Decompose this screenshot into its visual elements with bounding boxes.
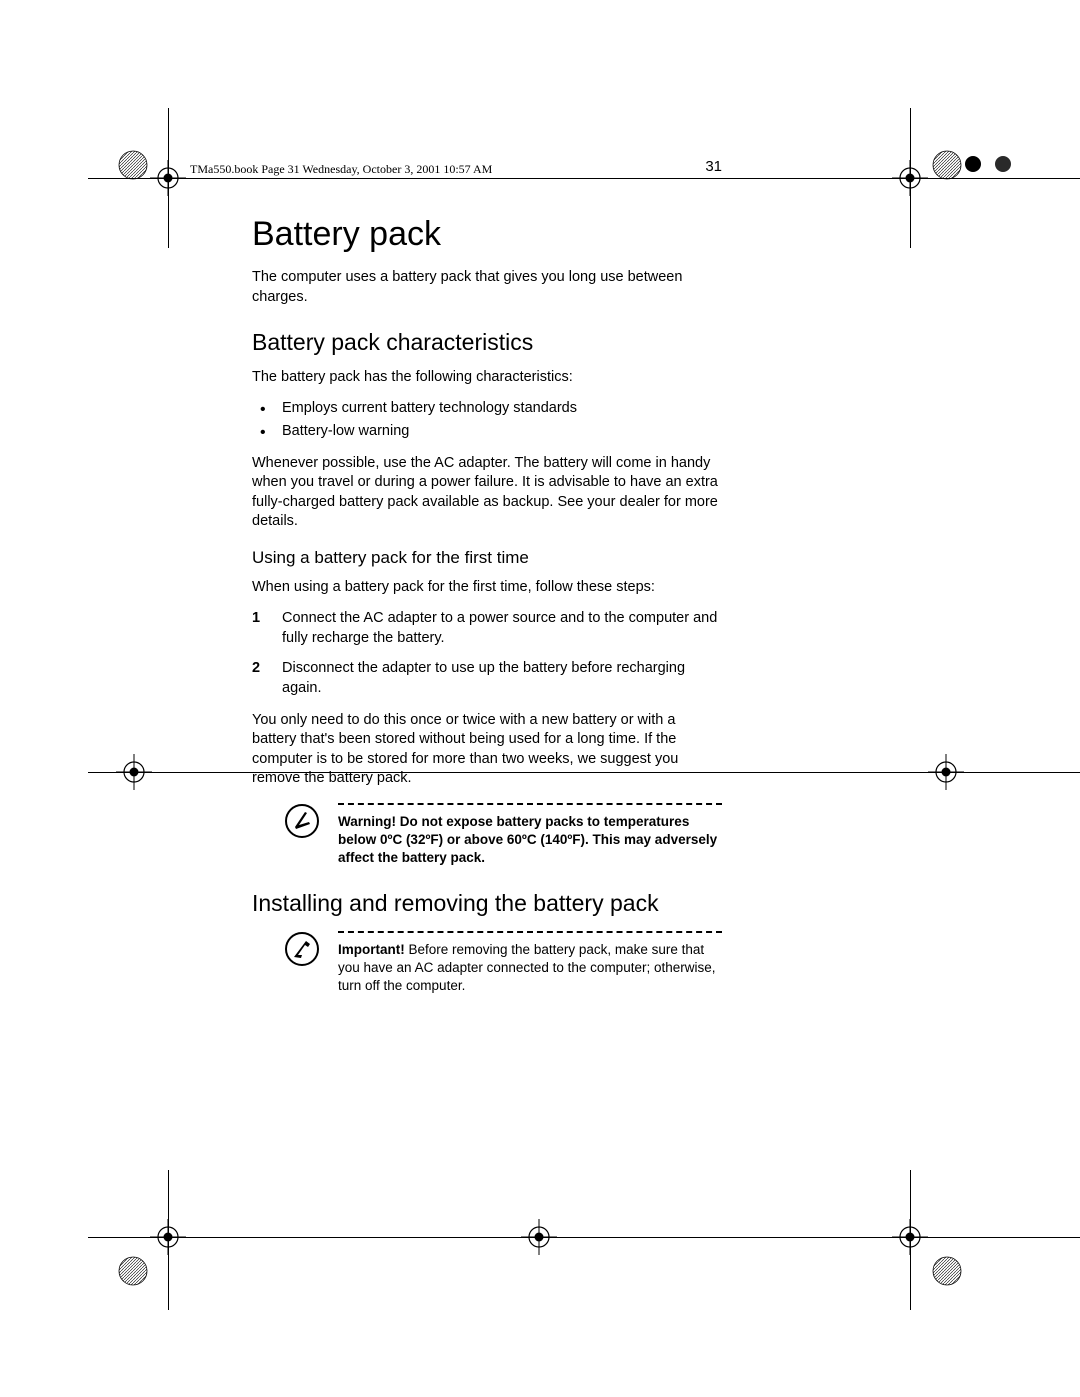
small-dot-icon [964,155,982,173]
callout-divider [338,803,722,805]
registration-mark-icon [150,1219,186,1255]
first-time-lead: When using a battery pack for the first … [252,578,722,598]
warning-callout: Warning! Do not expose battery packs to … [284,803,722,868]
first-time-after: You only need to do this once or twice w… [252,711,722,789]
characteristics-lead: The battery pack has the following chara… [252,368,722,388]
registration-mark-icon [892,1219,928,1255]
hatched-ball-icon [118,1256,148,1286]
first-time-steps: Connect the AC adapter to a power source… [252,608,722,699]
page-title: Battery pack [252,215,722,254]
important-text: Important! Before removing the battery p… [338,941,722,996]
list-item: Connect the AC adapter to a power source… [252,608,722,649]
subsection-heading-first-time: Using a battery pack for the first time [252,548,722,568]
list-item: Employs current battery technology stand… [252,398,722,419]
characteristics-list: Employs current battery technology stand… [252,398,722,442]
crop-rule-bot [88,1237,1080,1238]
intro-paragraph: The computer uses a battery pack that gi… [252,268,722,307]
warning-icon [284,803,320,839]
hatched-ball-icon [932,150,962,180]
registration-mark-icon [116,754,152,790]
warning-text: Warning! Do not expose battery packs to … [338,813,722,868]
registration-mark-icon [150,160,186,196]
registration-mark-icon [521,1219,557,1255]
section-heading-characteristics: Battery pack characteristics [252,329,722,356]
hatched-ball-icon [118,150,148,180]
callout-divider [338,931,722,933]
important-callout: Important! Before removing the battery p… [284,931,722,996]
registration-mark-icon [892,160,928,196]
registration-mark-icon [928,754,964,790]
section-heading-installing: Installing and removing the battery pack [252,890,722,917]
page-number: 31 [252,158,722,175]
characteristics-para2: Whenever possible, use the AC adapter. T… [252,454,722,532]
small-dot-icon [994,155,1012,173]
list-item: Disconnect the adapter to use up the bat… [252,658,722,699]
list-item: Battery-low warning [252,421,722,442]
important-icon [284,931,320,967]
hatched-ball-icon [932,1256,962,1286]
page-content: 31 Battery pack The computer uses a batt… [252,158,722,995]
